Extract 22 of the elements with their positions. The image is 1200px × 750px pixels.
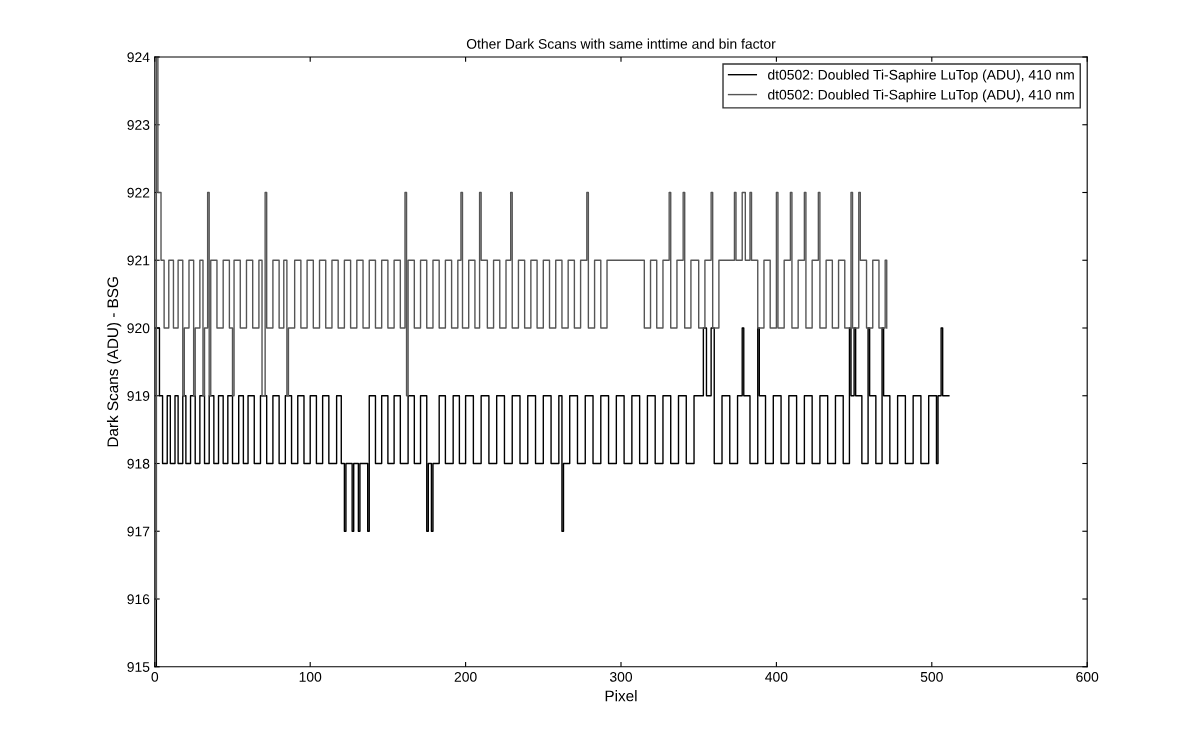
y-tick-label: 920 [127,323,150,334]
x-tick-label: 300 [609,671,633,682]
x-axis-title: Pixel [605,690,637,702]
legend-label: dt0502: Doubled Ti-Saphire LuTop (ADU), 410 nm [768,69,1074,83]
y-axis-title: Dark Scans (ADU) - BSG [106,277,122,447]
y-tick-label: 922 [127,187,150,198]
y-tick-label: 917 [127,526,150,537]
legend-label: dt0502: Doubled Ti-Saphire LuTop (ADU), 410 nm [768,89,1074,103]
y-tick-label: 918 [127,458,150,469]
x-tick-label: 100 [299,671,322,682]
chart-title: Other Dark Scans with same inttime and bin factor [466,38,776,49]
x-tick-label: 400 [765,671,788,682]
x-tick-label: 0 [151,671,159,682]
y-tick-label: 921 [127,255,150,266]
y-tick-label: 923 [127,120,150,130]
x-tick-label: 600 [1076,671,1099,682]
x-tick-label: 500 [920,671,943,682]
y-tick-label: 916 [127,594,150,605]
x-tick-label: 200 [454,671,477,682]
y-tick-label: 915 [127,662,150,672]
y-tick-label: 924 [127,52,150,63]
y-tick-label: 919 [127,391,150,401]
